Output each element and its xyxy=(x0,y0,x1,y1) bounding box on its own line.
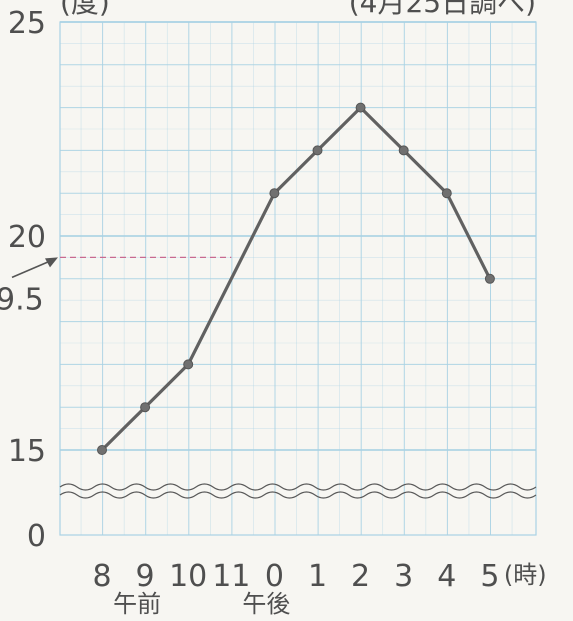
annotation-arrow-head xyxy=(45,257,58,268)
data-point xyxy=(183,359,194,370)
x-tick-label: 0 xyxy=(265,559,284,594)
x-group-label: 午後 xyxy=(242,590,290,617)
data-point xyxy=(484,273,495,284)
x-tick-label: 1 xyxy=(308,559,327,594)
y-axis-unit-label: (度) xyxy=(60,0,110,19)
annotation-layer: 9.5 xyxy=(0,256,232,317)
series-layer xyxy=(97,102,495,455)
x-tick-label: 8 xyxy=(92,559,111,594)
axis-break-wave xyxy=(59,483,537,491)
x-tick-label: 9 xyxy=(136,559,155,594)
data-point xyxy=(398,145,409,156)
axis-layer xyxy=(59,483,537,499)
data-point xyxy=(355,102,366,113)
annotation-arrow-line xyxy=(11,258,55,279)
y-tick-label: 25 xyxy=(8,6,46,41)
axis-break-wave xyxy=(59,491,537,499)
y-tick-label: 0 xyxy=(27,519,46,554)
x-tick-label: 5 xyxy=(480,559,499,594)
data-point xyxy=(97,445,107,455)
x-tick-label: 10 xyxy=(169,559,207,594)
grid-layer xyxy=(59,21,537,536)
x-tick-label: 11 xyxy=(212,559,250,594)
x-tick-label: 4 xyxy=(437,559,456,594)
y-tick-label: 15 xyxy=(8,434,46,469)
data-point xyxy=(312,145,323,156)
x-axis-unit-label: (時) xyxy=(504,561,547,589)
chart-title: (4月25日調べ) xyxy=(349,0,536,19)
data-point xyxy=(269,188,280,199)
x-group-label: 午前 xyxy=(113,590,161,617)
y-tick-label: 20 xyxy=(8,220,46,255)
annotation-label: 9.5 xyxy=(0,282,44,317)
data-point xyxy=(140,402,151,413)
x-tick-label: 2 xyxy=(351,559,370,594)
data-point xyxy=(441,188,452,199)
x-tick-label: 3 xyxy=(394,559,413,594)
